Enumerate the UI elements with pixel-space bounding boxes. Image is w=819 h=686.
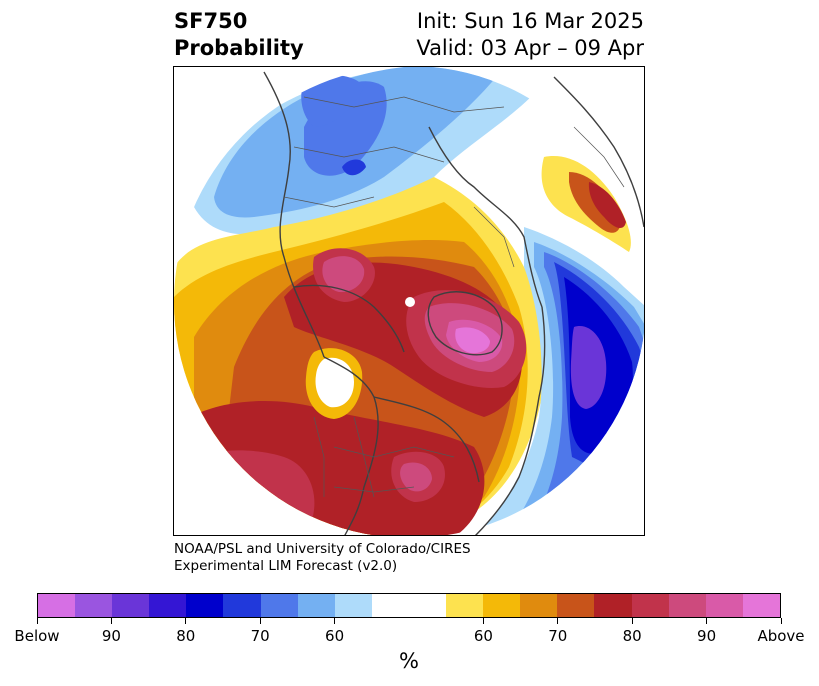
- colorbar-segment: [75, 594, 113, 617]
- colorbar-segment: [742, 594, 780, 617]
- credit-line-1: NOAA/PSL and University of Colorado/CIRE…: [174, 541, 471, 557]
- colorbar-tick: [631, 618, 633, 624]
- pos-above-greenland: [455, 327, 490, 354]
- colorbar-tick-label: 90: [697, 627, 717, 645]
- title-valid-range: Valid: 03 Apr – 09 Apr: [416, 36, 644, 60]
- pos-90-arctic: [322, 256, 365, 293]
- colorbar-segment: [334, 594, 372, 617]
- border-line-g: [333, 486, 415, 493]
- border-line-h: [473, 206, 515, 268]
- colorbar-segment: [149, 594, 187, 617]
- colorbar-segment: [371, 594, 447, 617]
- colorbar-segment: [260, 594, 298, 617]
- border-line-e: [283, 196, 375, 208]
- colorbar-segment: [186, 594, 224, 617]
- coast-line-northeast: [553, 76, 644, 228]
- title-kind: Probability: [174, 36, 304, 60]
- colorbar-tick: [482, 618, 484, 624]
- coast-line-east: [474, 306, 546, 535]
- colorbar-segment: [446, 594, 484, 617]
- political-borders: [283, 96, 625, 498]
- border-line-a: [373, 396, 480, 483]
- pos-90-south-east: [400, 462, 432, 492]
- colorbar-tick-label: 70: [548, 627, 568, 645]
- colorbar-tick-label: 80: [622, 627, 642, 645]
- neutral-hole: [315, 357, 354, 408]
- map-title-left: SF750 Probability: [174, 8, 304, 62]
- border-line-b: [293, 284, 405, 353]
- colorbar-tick-label: 70: [250, 627, 270, 645]
- forecast-map: [173, 66, 645, 536]
- credit-text: NOAA/PSL and University of Colorado/CIRE…: [174, 541, 471, 575]
- colorbar-segment: [705, 594, 743, 617]
- colorbar-segment: [557, 594, 595, 617]
- title-variable: SF750: [174, 9, 248, 33]
- coastlines: [263, 71, 644, 535]
- border-line-k: [353, 416, 375, 498]
- neg-80-north-b: [301, 75, 364, 127]
- credit-line-2: Experimental LIM Forecast (v2.0): [174, 558, 398, 574]
- colorbar-tick-label: 80: [176, 627, 196, 645]
- colorbar-segment: [483, 594, 521, 617]
- pos-85-south-west: [174, 450, 315, 535]
- colorbar-tick: [259, 618, 261, 624]
- pole-marker: [405, 297, 415, 307]
- pos-80-east: [588, 182, 626, 229]
- colorbar-segment: [520, 594, 558, 617]
- title-init-date: Init: Sun 16 Mar 2025: [416, 9, 644, 33]
- border-line-f: [333, 446, 455, 458]
- coast-line-west: [263, 71, 325, 358]
- colorbar-segment: [668, 594, 706, 617]
- probability-colorbar: [37, 593, 781, 618]
- coast-line-north: [428, 126, 543, 308]
- probability-field: [174, 67, 644, 535]
- colorbar-segment: [38, 594, 76, 617]
- colorbar-tick-label: 60: [473, 627, 493, 645]
- colorbar-tick: [36, 618, 38, 624]
- neg-85-north: [342, 159, 366, 176]
- colorbar-segment: [594, 594, 632, 617]
- colorbar-segment: [112, 594, 150, 617]
- neg-90-atlantic: [570, 326, 607, 409]
- colorbar-tick: [334, 618, 336, 624]
- colorbar-tick: [780, 618, 782, 624]
- colorbar-segment: [297, 594, 335, 617]
- border-line-c: [303, 96, 505, 113]
- colorbar-segment: [631, 594, 669, 617]
- colorbar-tick-label: 60: [325, 627, 345, 645]
- greenland-outline: [427, 291, 503, 356]
- polar-map-svg: [174, 67, 644, 535]
- coast-line-south: [323, 356, 379, 535]
- colorbar-tick: [110, 618, 112, 624]
- colorbar-tick: [557, 618, 559, 624]
- border-line-i: [573, 126, 625, 188]
- map-title-right: Init: Sun 16 Mar 2025 Valid: 03 Apr – 09…: [416, 8, 644, 62]
- colorbar-tick-label: 90: [101, 627, 121, 645]
- colorbar-unit-label: %: [399, 649, 419, 673]
- colorbar-tick: [706, 618, 708, 624]
- colorbar-tick-label: Below: [14, 627, 60, 645]
- colorbar-segment: [223, 594, 261, 617]
- border-line-j: [313, 416, 325, 497]
- colorbar-tick-label: Above: [757, 627, 805, 645]
- colorbar-tick: [185, 618, 187, 624]
- border-line-d: [293, 146, 445, 163]
